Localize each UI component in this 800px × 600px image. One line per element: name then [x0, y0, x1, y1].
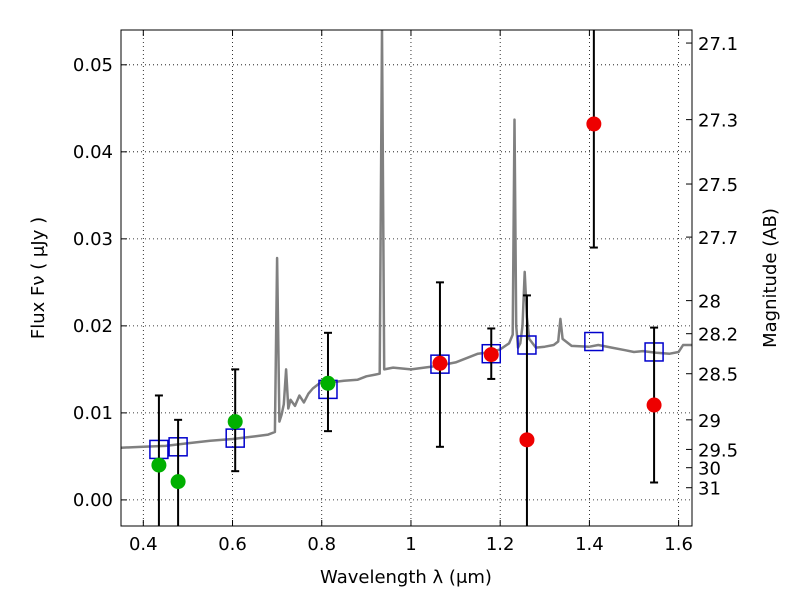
plot-area — [121, 30, 692, 526]
x-tick-label: 1.4 — [575, 534, 604, 555]
data-point — [432, 355, 448, 371]
y-tick-label: 0.01 — [73, 403, 113, 424]
data-point — [483, 347, 499, 363]
mag-tick-label: 27.5 — [698, 175, 738, 196]
y-tick-label: 0.04 — [73, 142, 113, 163]
mag-tick-label: 30 — [698, 459, 721, 480]
model-photometry-marker — [584, 331, 604, 352]
mag-tick-label: 28.5 — [698, 365, 738, 386]
mag-tick-label: 27.1 — [698, 34, 738, 55]
mag-tick-label: 28 — [698, 292, 721, 313]
x-axis-label: Wavelength λ (μm) — [320, 567, 492, 588]
data-point — [646, 397, 662, 413]
x-tick-label: 1.6 — [664, 534, 693, 555]
mag-tick-label: 27.3 — [698, 111, 738, 132]
mag-tick-label: 29 — [698, 411, 721, 432]
data-point — [227, 414, 243, 430]
data-point — [519, 432, 535, 448]
plot-frame — [120, 29, 693, 527]
x-tick-label: 0.6 — [218, 534, 247, 555]
y-tick-label: 0.03 — [73, 229, 113, 250]
x-tick-label: 1 — [405, 534, 416, 555]
y-tick-label: 0.05 — [73, 55, 113, 76]
grid — [121, 30, 692, 526]
axis-ticks: 0.4 0.6 0.8 1 1.2 1.4 1.6 0.00 0.01 0.02 0.03 0.04 0… — [73, 30, 738, 555]
y-tick-label: 0.00 — [73, 490, 113, 511]
y-axis-right-label: Magnitude (AB) — [760, 208, 781, 348]
mag-tick-label: 31 — [698, 479, 721, 500]
y-tick-label: 0.02 — [73, 316, 113, 337]
x-tick-label: 0.4 — [129, 534, 158, 555]
y-axis-label: Flux Fν ( μJy ) — [28, 217, 49, 339]
x-tick-label: 1.2 — [486, 534, 515, 555]
x-tick-label: 0.8 — [307, 534, 336, 555]
mag-tick-label: 29.5 — [698, 440, 738, 461]
data-point — [170, 474, 186, 490]
mag-tick-label: 27.7 — [698, 228, 738, 249]
data-point — [320, 375, 336, 391]
data-point — [586, 116, 602, 132]
mag-tick-label: 28.2 — [698, 325, 738, 346]
data-point — [151, 457, 167, 473]
